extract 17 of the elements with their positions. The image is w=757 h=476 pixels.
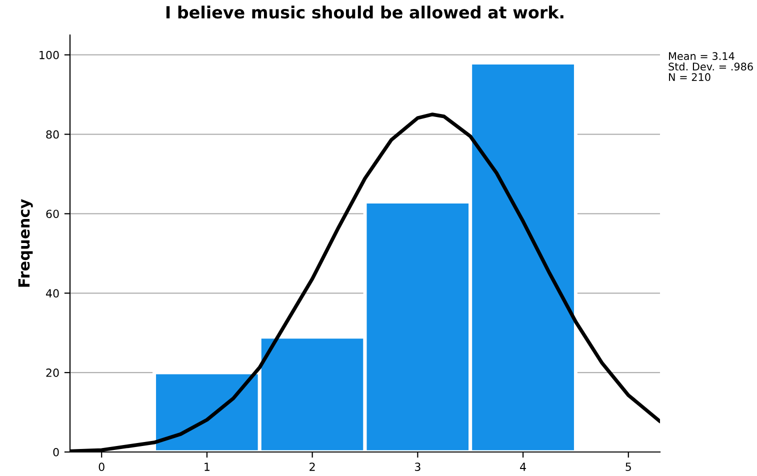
- text: Mean = 3.14: [669, 52, 734, 60]
- y-tick-label: 60: [46, 210, 59, 218]
- y-tick-label: 40: [46, 289, 59, 298]
- chart-title: I believe music should be allowed at work.: [166, 6, 564, 19]
- y-tick-label: 80: [46, 130, 59, 139]
- text: N = 210: [669, 73, 710, 82]
- x-tick-label: 1: [204, 462, 210, 471]
- x-tick-label: 2: [310, 462, 315, 471]
- y-tick-label: 20: [46, 368, 59, 377]
- y-tick-label: 100: [40, 50, 59, 60]
- x-tick-label: 3: [414, 462, 420, 472]
- x-tick-label: 5: [626, 462, 631, 472]
- x-tick-label: 4: [520, 462, 526, 471]
- x-tick-label: 0: [98, 462, 104, 472]
- y-tick-label: 0: [53, 448, 59, 456]
- text: Std. Dev. = .986: [668, 62, 753, 71]
- y-axis-title: Frequency: [18, 199, 33, 287]
